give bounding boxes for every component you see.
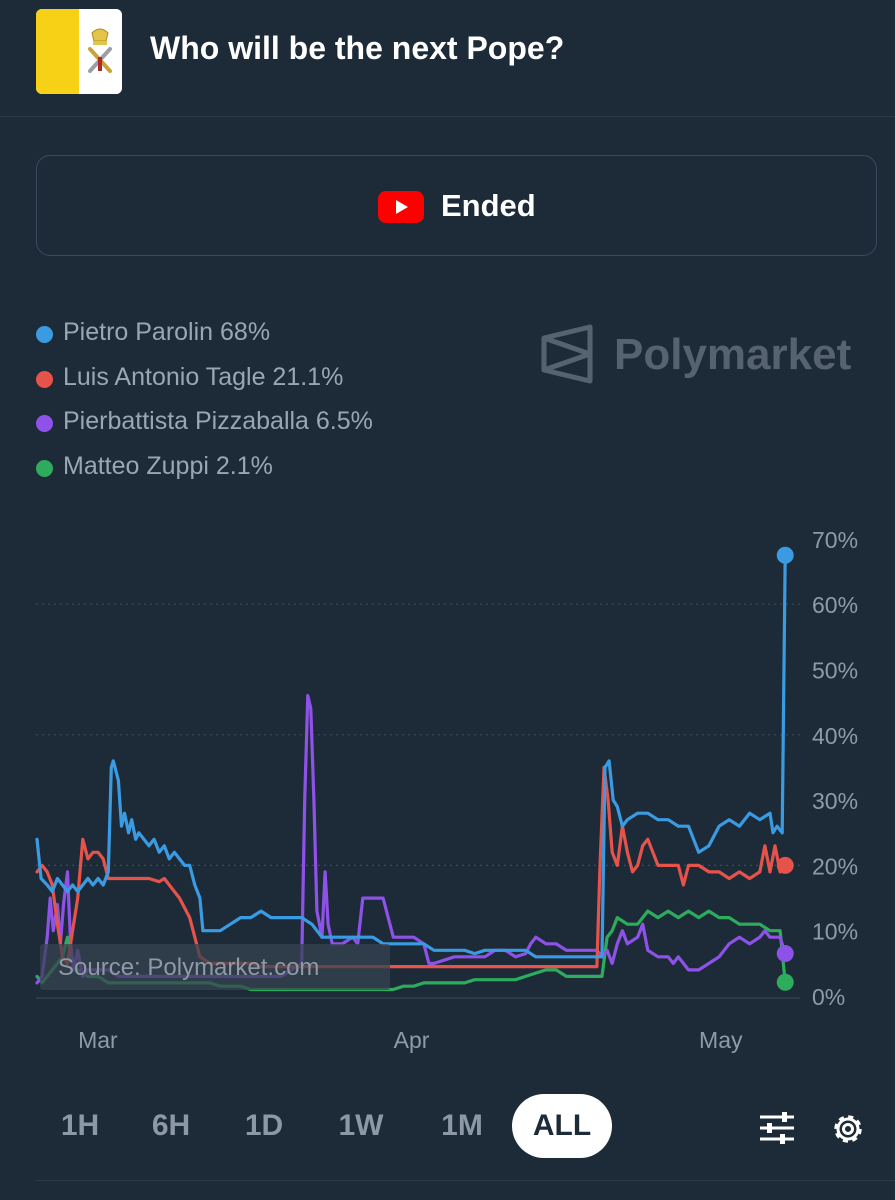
period-6h-button[interactable]: 6H [151, 1109, 191, 1142]
y-tick-label: 60% [812, 592, 858, 618]
series-line [35, 553, 787, 959]
legend-dot [36, 326, 53, 343]
x-tick-label: May [699, 1027, 743, 1053]
period-1d-button[interactable]: 1D [244, 1109, 284, 1142]
y-tick-label: 0% [812, 984, 845, 1010]
y-tick-label: 50% [812, 658, 858, 684]
legend-dot [36, 370, 53, 388]
y-tick-label: 40% [812, 723, 858, 749]
period-all-button[interactable]: ALL [512, 1094, 612, 1158]
period-1h-button[interactable]: 1H [60, 1109, 100, 1142]
legend-dot [36, 459, 53, 477]
period-1m-button[interactable]: 1M [441, 1109, 483, 1142]
series-end-point [776, 546, 794, 564]
gear-icon[interactable] [829, 1110, 867, 1148]
series-end-point [776, 945, 794, 963]
y-tick-label: 70% [812, 527, 858, 553]
legend-label: Matteo Zuppi 2.1% [63, 451, 273, 480]
series-line [35, 694, 787, 985]
watermark-text: Polymarket [614, 330, 852, 379]
polymarket-logo-icon [541, 324, 593, 384]
legend-label: Pierbattista Pizzaballa 6.5% [63, 407, 373, 435]
source-label: Source: Polymarket.com [58, 954, 320, 981]
y-tick-label: 20% [812, 853, 858, 879]
divider [36, 1180, 895, 1181]
price-history-chart: 70% 60% 50% 40% 30% 20% 10% 0% Mar Apr May [35, 527, 858, 1053]
legend-label: Pietro Parolin 68% [63, 318, 271, 346]
x-tick-label: Mar [78, 1027, 118, 1053]
youtube-icon [378, 191, 424, 223]
legend-dot [36, 415, 53, 432]
series-line [35, 765, 787, 969]
polymarket-watermark: Polymarket [540, 324, 851, 389]
y-tick-label: 30% [812, 788, 858, 814]
header: Who will be the next Pope? [0, 0, 895, 117]
y-tick-label: 10% [812, 919, 858, 945]
series-end-point [776, 856, 794, 874]
series-end-point [776, 973, 794, 991]
vatican-flag-icon [36, 9, 122, 94]
period-1w-button[interactable]: 1W [338, 1109, 384, 1142]
page-title: Who will be the next Pope? [150, 30, 565, 66]
legend-label: Luis Antonio Tagle 21.1% [63, 362, 344, 391]
market-status-box: Ended [36, 155, 877, 256]
source-overlay [40, 944, 390, 990]
status-label: Ended [441, 188, 536, 223]
sliders-icon[interactable] [758, 1110, 796, 1146]
x-tick-label: Apr [394, 1027, 430, 1053]
period-selector: 1H 6H 1D 1W 1M ALL [0, 1094, 895, 1158]
